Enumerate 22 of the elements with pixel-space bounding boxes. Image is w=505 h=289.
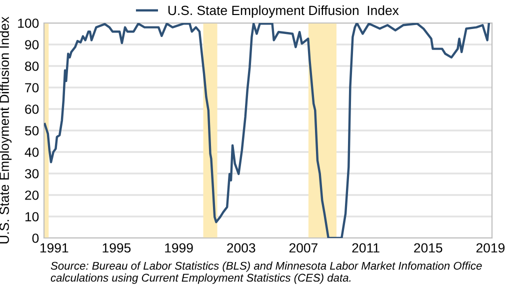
x-tick-label: 2015 xyxy=(414,243,442,253)
x-tick-label: 2019 xyxy=(476,243,504,253)
source-note: Source: Bureau of Labor Statistics (BLS) and Minnesota Labor Market Infomation Office calculations using Current Employment Statistics (CES) data. xyxy=(50,262,482,284)
x-tick-label: 2011 xyxy=(352,243,380,253)
legend-label: U.S. State Employment Diffusion Index xyxy=(168,5,399,18)
y-tick-label: 10 xyxy=(25,212,39,222)
x-tick-label: 1995 xyxy=(102,243,131,253)
y-tick-label: 60 xyxy=(25,104,39,114)
y-tick-label: 90 xyxy=(25,40,39,50)
y-tick-label: 20 xyxy=(25,190,39,200)
y-tick-label: 0 xyxy=(32,234,39,243)
y-tick-label: 50 xyxy=(24,126,39,136)
x-tick-label: 2003 xyxy=(227,243,256,253)
y-tick-label: 30 xyxy=(24,169,39,178)
y-tick-label: 70 xyxy=(25,83,39,92)
y-tick-label: 80 xyxy=(25,62,39,71)
x-tick-label: 1991 xyxy=(40,243,68,253)
x-tick-label: 2007 xyxy=(289,243,318,253)
y-tick-label: 40 xyxy=(24,148,39,157)
x-tick-label: 1999 xyxy=(165,243,193,253)
line-series xyxy=(44,23,490,238)
y-tick-label: 100 xyxy=(18,18,39,28)
